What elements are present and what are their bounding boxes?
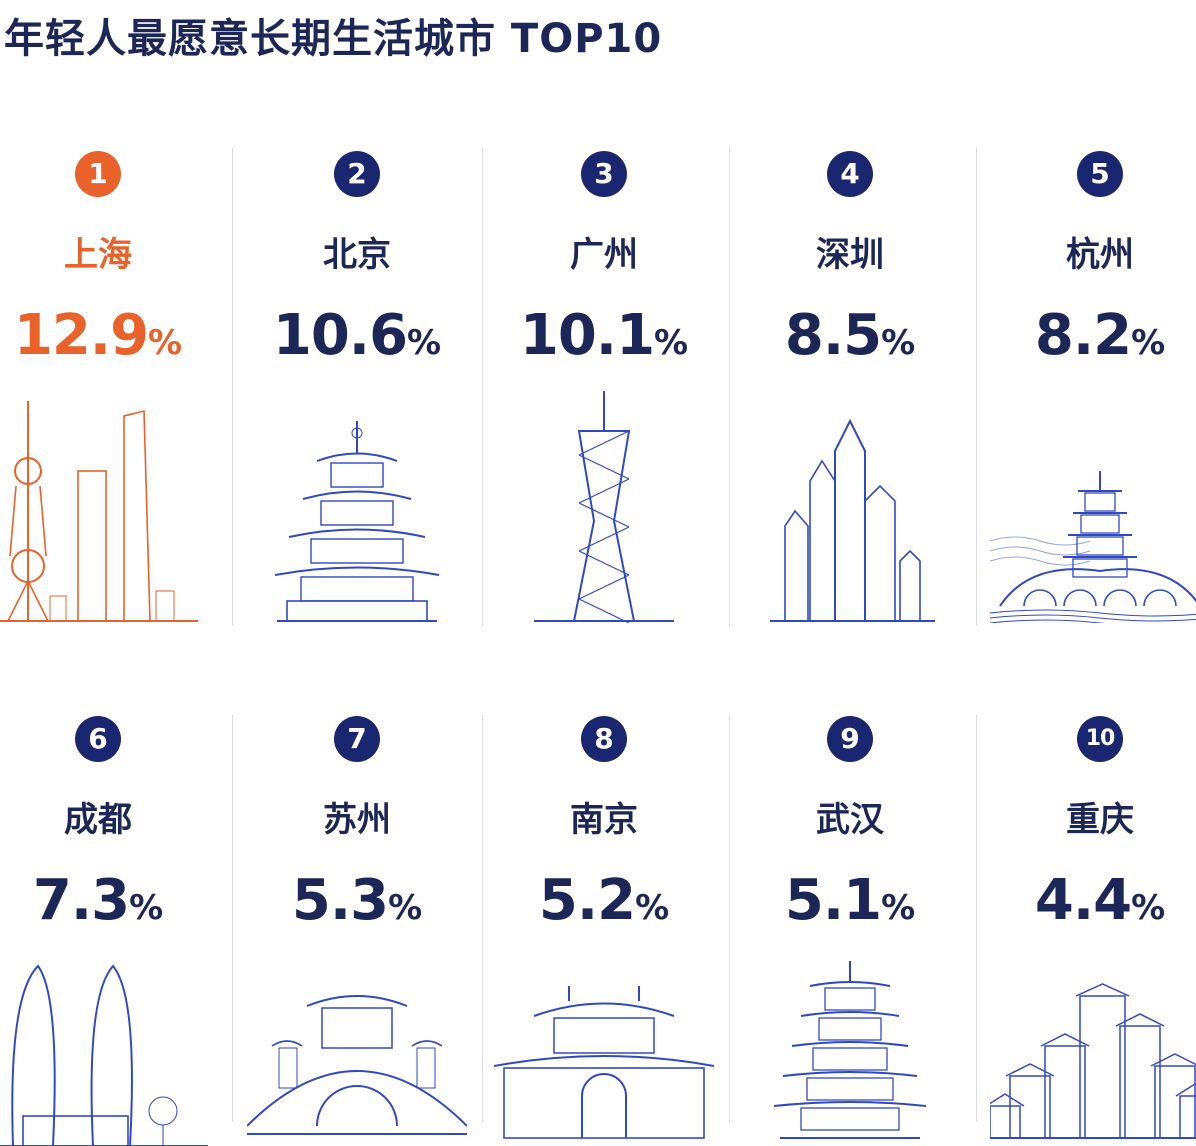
share-number: 10.1: [519, 303, 655, 368]
share-number: 7.3: [32, 868, 130, 933]
share-value: 10.6%: [237, 305, 477, 367]
city-card: 5 杭州 8.2%: [980, 151, 1196, 623]
rank-badge: 8: [581, 716, 627, 762]
city-card: 10 重庆 4.4%: [980, 716, 1196, 1146]
share-unit: %: [129, 888, 164, 928]
share-unit: %: [654, 323, 689, 363]
divider: [729, 148, 730, 626]
rank-badge: 9: [827, 716, 873, 762]
city-name: 成都: [64, 800, 132, 840]
share-unit: %: [635, 888, 670, 928]
share-number: 5.1: [784, 868, 882, 933]
share-value: 12.9%: [0, 305, 218, 367]
divider: [232, 715, 233, 1122]
landmark-illustration: [990, 983, 1196, 1139]
divider: [976, 715, 977, 1122]
share-number: 4.4: [1034, 868, 1132, 933]
share-unit: %: [148, 323, 183, 363]
rank-badge: 1: [75, 151, 121, 197]
landmark-illustration: [534, 391, 674, 623]
city-card: 3 广州 10.1%: [484, 151, 724, 623]
city-name: 南京: [570, 800, 638, 840]
share-unit: %: [1131, 888, 1166, 928]
divider: [232, 148, 233, 626]
share-value: 8.2%: [980, 305, 1196, 367]
page: 年轻人最愿意长期生活城市 TOP10 (() => { const data =…: [0, 16, 1196, 1146]
divider: [482, 148, 483, 626]
city-card: 6 成都 7.3%: [0, 716, 218, 1146]
city-name: 重庆: [1066, 800, 1134, 840]
divider: [976, 148, 977, 626]
city-name: 武汉: [816, 800, 884, 840]
share-value: 10.1%: [484, 305, 724, 367]
share-unit: %: [407, 323, 442, 363]
landmark-illustration: [773, 961, 927, 1139]
rank-badge: 3: [581, 151, 627, 197]
divider: [482, 715, 483, 1122]
city-name: 苏州: [323, 800, 391, 840]
city-card: 2 北京 10.6%: [237, 151, 477, 623]
share-number: 8.5: [784, 303, 882, 368]
share-value: 5.3%: [237, 870, 477, 932]
share-number: 10.6: [272, 303, 408, 368]
rank-badge: 5: [1077, 151, 1123, 197]
landmark-illustration: [0, 964, 208, 1146]
landmark-illustration: [0, 401, 198, 622]
city-name: 上海: [64, 235, 132, 275]
share-unit: %: [881, 888, 916, 928]
divider: [729, 715, 730, 1122]
rank-badge: 2: [334, 151, 380, 197]
landmark-illustration: [247, 995, 467, 1135]
city-name: 杭州: [1066, 235, 1134, 275]
share-value: 5.1%: [730, 870, 970, 932]
share-number: 5.2: [538, 868, 636, 933]
rank-badge: 10: [1077, 716, 1123, 762]
share-unit: %: [1131, 323, 1166, 363]
share-value: 4.4%: [980, 870, 1196, 932]
rank-badge: 6: [75, 716, 121, 762]
share-value: 5.2%: [484, 870, 724, 932]
rank-badge: 7: [334, 716, 380, 762]
share-value: 8.5%: [730, 305, 970, 367]
share-unit: %: [388, 888, 423, 928]
share-number: 12.9: [13, 303, 149, 368]
city-card: 7 苏州 5.3%: [237, 716, 477, 1146]
city-name: 北京: [323, 235, 391, 275]
share-number: 5.3: [291, 868, 389, 933]
landmark-illustration: [494, 986, 714, 1139]
landmark-illustration: [274, 421, 440, 622]
landmark-illustration: [770, 418, 935, 622]
share-unit: %: [881, 323, 916, 363]
share-value: 7.3%: [0, 870, 218, 932]
share-number: 8.2: [1034, 303, 1132, 368]
city-name: 深圳: [816, 235, 884, 275]
city-card: 1 上海 12.9%: [0, 151, 218, 623]
city-card: 4 深圳 8.5%: [730, 151, 970, 623]
landmark-illustration: [990, 471, 1196, 623]
city-card: 9 武汉 5.1%: [730, 716, 970, 1146]
rank-badge: 4: [827, 151, 873, 197]
city-name: 广州: [570, 235, 638, 275]
city-card: 8 南京 5.2%: [484, 716, 724, 1146]
title: 年轻人最愿意长期生活城市 TOP10: [4, 16, 663, 62]
